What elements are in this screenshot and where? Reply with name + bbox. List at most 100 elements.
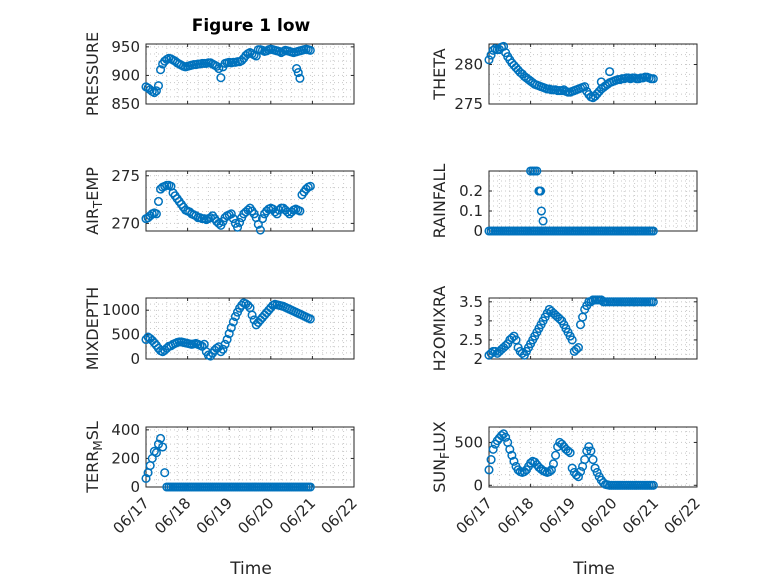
- data-point: [158, 442, 168, 452]
- y-tick-label: 400: [111, 421, 140, 439]
- y-axis-label: AIRTEMP: [83, 167, 105, 235]
- data-point: [580, 82, 590, 92]
- y-axis-label: PRESSURE: [83, 32, 102, 116]
- data-point: [247, 310, 257, 320]
- data-point: [532, 166, 542, 176]
- x-tick-label: 06/20: [234, 494, 277, 537]
- data-point: [153, 81, 164, 91]
- data-point: [212, 61, 222, 71]
- y-axis-label: SUNFLUX: [430, 421, 452, 493]
- y-tick-label: 2.5: [459, 331, 483, 349]
- x-tick-label: 06/18: [494, 494, 537, 537]
- axes-frame: [488, 43, 698, 105]
- data-point: [274, 205, 284, 215]
- data-point: [216, 347, 226, 357]
- data-point: [235, 217, 245, 227]
- data-point: [573, 472, 583, 482]
- data-point: [488, 45, 498, 55]
- data-point: [588, 455, 598, 465]
- data-point: [584, 442, 594, 452]
- data-point: [151, 86, 161, 96]
- axes-air-temp: 270 275 AIRTEMP: [83, 167, 355, 235]
- y-tick-label: 2: [473, 350, 483, 368]
- data-point: [648, 480, 658, 490]
- data-point: [490, 346, 500, 356]
- y-tick-label: 1000: [102, 301, 140, 319]
- data-point: [501, 341, 511, 351]
- data-point: [305, 181, 315, 191]
- y-tick-label: 275: [111, 167, 140, 185]
- data-point: [295, 206, 305, 216]
- y-tick-label: 0.2: [459, 182, 483, 200]
- data-point: [575, 320, 586, 330]
- data-point: [151, 209, 161, 219]
- y-tick-label: 850: [111, 95, 140, 113]
- data-point: [218, 344, 228, 354]
- data-point: [538, 216, 548, 226]
- figure-title: Figure 1 low: [192, 16, 311, 36]
- x-tick-label: 06/20: [577, 494, 620, 537]
- y-axis-label: RAINFALL: [430, 164, 449, 239]
- x-tick-label: 06/19: [536, 494, 579, 537]
- data-point: [580, 455, 590, 465]
- data-point: [243, 300, 253, 310]
- y-axis-label: TERRMSL: [83, 421, 105, 494]
- axes-theta: 275 280 THETA: [430, 41, 698, 113]
- data-point: [501, 432, 511, 442]
- data-point: [563, 446, 573, 456]
- data-point: [295, 73, 305, 83]
- y-tick-label: 0: [130, 350, 140, 368]
- y-tick-label: 280: [454, 56, 483, 74]
- x-tick-label: 06/17: [110, 494, 153, 537]
- data-point: [149, 446, 159, 456]
- data-point: [484, 465, 494, 475]
- data-point: [484, 55, 494, 65]
- data-point: [596, 77, 606, 87]
- data-point: [544, 467, 554, 477]
- data-point: [592, 467, 602, 477]
- axes-pressure: 850 900 950 PRESSURE: [83, 32, 355, 116]
- x-tick-label: 06/21: [619, 494, 662, 537]
- y-tick-label: 500: [111, 326, 140, 344]
- data-point: [496, 431, 507, 441]
- data-point: [224, 329, 234, 339]
- x-axis-label-left: Time: [229, 559, 272, 579]
- data-point: [214, 218, 224, 228]
- y-tick-label: 500: [454, 433, 483, 451]
- data-point: [586, 297, 596, 307]
- data-point: [257, 214, 268, 224]
- data-point: [222, 334, 232, 345]
- y-tick-label: 0: [473, 222, 483, 240]
- data-point: [526, 458, 536, 468]
- data-point: [149, 88, 159, 98]
- data-point: [548, 459, 559, 469]
- x-axis-label-right: Time: [572, 559, 615, 579]
- data-point: [255, 225, 265, 235]
- data-point: [232, 222, 243, 232]
- data-point: [305, 482, 315, 492]
- data-point: [141, 334, 151, 345]
- y-tick-label: 0: [130, 478, 140, 496]
- y-tick-label: 200: [111, 449, 140, 467]
- data-point: [486, 348, 496, 358]
- data-point: [546, 465, 556, 475]
- data-point: [648, 297, 658, 307]
- y-tick-label: 0.1: [459, 202, 483, 220]
- data-point: [586, 446, 596, 456]
- x-tick-label: 06/22: [318, 494, 361, 537]
- data-point: [567, 335, 577, 345]
- x-tick-label: 06/17: [453, 494, 496, 537]
- axes-h2omixra: 22.533.5 H2OMIXRA: [430, 286, 698, 371]
- data-point: [555, 314, 565, 324]
- data-point: [590, 463, 600, 473]
- data-point: [509, 456, 519, 466]
- axes-frame: [145, 170, 355, 232]
- axes-frame: [145, 43, 355, 105]
- x-tick-label: 06/21: [276, 494, 319, 537]
- data-point: [536, 206, 546, 216]
- data-point: [517, 348, 527, 358]
- data-point: [153, 196, 164, 207]
